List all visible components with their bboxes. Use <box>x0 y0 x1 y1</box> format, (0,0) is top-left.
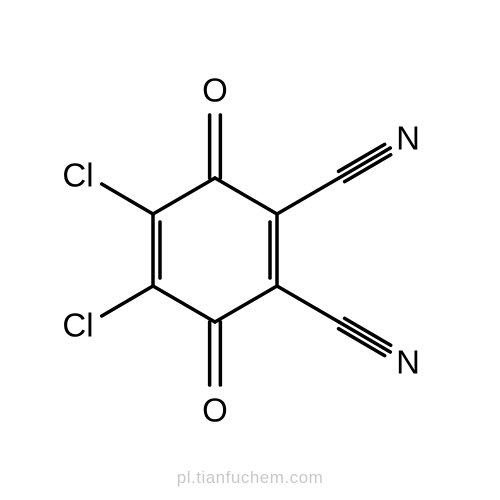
oxygen-bottom-label: O <box>202 394 228 427</box>
chlorine-bottom-label: Cl <box>62 309 93 342</box>
chlorine-top-label: Cl <box>62 159 93 192</box>
oxygen-top-label: O <box>202 74 228 107</box>
chemical-structure-diagram: O O Cl Cl N N pl.tianfuchem.com <box>0 0 500 500</box>
nitrogen-bottom-label: N <box>396 346 420 379</box>
molecule-svg <box>0 0 500 500</box>
nitrogen-top-label: N <box>396 122 420 155</box>
